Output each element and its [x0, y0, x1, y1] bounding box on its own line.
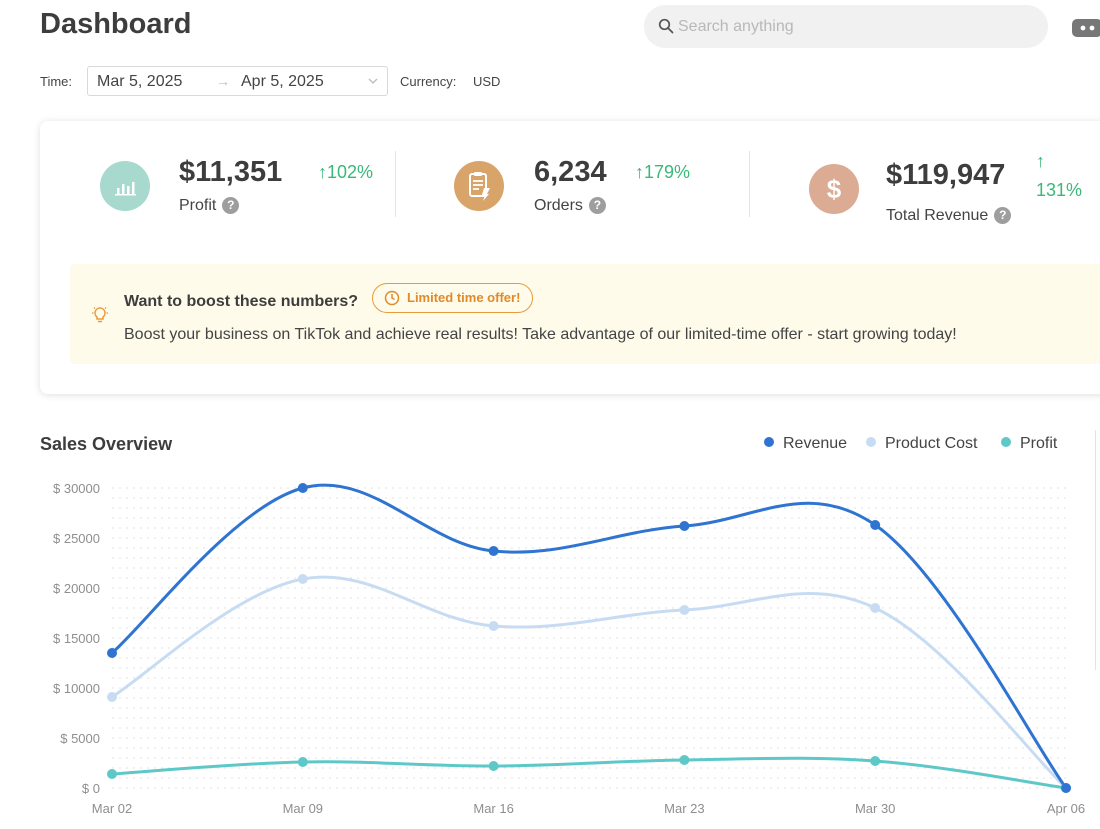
sales-overview-title: Sales Overview — [40, 434, 173, 454]
legend-dot — [764, 437, 774, 447]
page-title: Dashboard — [40, 8, 192, 40]
kpi-profit: $11,351 ↑102% Profit? — [40, 121, 395, 241]
sales-overview-chart: $ 30000 $ 25000 $ 20000 $ 15000 $ 10000 $ 500… — [53, 481, 1085, 816]
legend-dot — [1001, 437, 1011, 447]
orders-label: Orders — [534, 197, 583, 214]
currency-value[interactable]: USD — [473, 74, 501, 89]
y-tick-label: $ 15000 — [53, 631, 100, 646]
data-point-revenue — [870, 520, 881, 530]
data-point-profit — [297, 757, 308, 767]
search-input[interactable] — [678, 15, 1028, 39]
range-arrow: → — [216, 73, 230, 89]
help-icon[interactable]: ? — [588, 197, 606, 214]
y-tick-label: $ 0 — [82, 781, 100, 796]
data-point-revenue — [488, 546, 499, 556]
svg-text:$: $ — [827, 174, 842, 204]
promo-banner: Want to boost these numbers? Limited tim… — [70, 264, 1100, 364]
data-point-profit — [870, 756, 881, 766]
start-date[interactable]: Mar 5, 2025 — [97, 73, 183, 90]
series-line-revenue — [110, 483, 1068, 790]
x-tick-label: Mar 30 — [855, 801, 895, 816]
legend-revenue[interactable]: Revenue — [764, 435, 847, 453]
legend-profit[interactable]: Profit — [1001, 435, 1057, 453]
data-point-product-cost — [679, 605, 690, 615]
total-revenue-value: $119,947 — [886, 159, 1006, 191]
y-tick-label: $ 10000 — [53, 681, 100, 696]
orders-value: 6,234 — [534, 156, 607, 188]
data-point-revenue — [679, 521, 690, 531]
legend-dot — [866, 437, 876, 447]
legend-label: Product Cost — [885, 435, 978, 452]
data-point-profit — [107, 769, 117, 779]
search-icon — [658, 18, 674, 34]
kpi-total-revenue: $ $119,947 ↑ 131% Total Revenue? — [750, 121, 1100, 241]
assistant-robot-icon[interactable] — [1071, 17, 1100, 39]
limited-offer-badge[interactable]: Limited time offer! — [372, 283, 534, 313]
kpi-divider — [749, 151, 750, 217]
legend-label: Profit — [1020, 435, 1058, 452]
side-panel-edge — [1095, 430, 1100, 670]
data-point-product-cost — [297, 574, 308, 584]
promo-title: Want to boost these numbers? — [124, 293, 359, 310]
total-revenue-label: Total Revenue — [886, 207, 989, 224]
bar-chart-icon — [100, 161, 150, 211]
dollar-icon: $ — [809, 164, 859, 214]
x-tick-label: Apr 06 — [1047, 801, 1085, 816]
chevron-down-icon[interactable] — [367, 75, 379, 87]
series-line-profit — [110, 756, 1068, 790]
profit-value: $11,351 — [179, 156, 283, 188]
promo-body: Boost your business on TikTok and achiev… — [124, 326, 957, 343]
limited-offer-label: Limited time offer! — [407, 290, 521, 305]
data-point-product-cost — [870, 603, 881, 613]
y-tick-label: $ 25000 — [53, 531, 100, 546]
legend-label: Revenue — [783, 435, 848, 452]
total-revenue-change: 131% — [1036, 180, 1083, 200]
data-point-revenue — [107, 648, 117, 658]
y-tick-label: $ 30000 — [53, 481, 100, 496]
lightbulb-icon — [92, 307, 108, 323]
x-tick-label: Mar 02 — [92, 801, 132, 816]
end-date[interactable]: Apr 5, 2025 — [241, 73, 324, 90]
data-point-product-cost — [107, 692, 117, 702]
total-revenue-change-arrow: ↑ — [1036, 151, 1045, 171]
time-label: Time: — [40, 74, 73, 89]
kpi-card: $11,351 ↑102% Profit? 6,234 ↑179% Orders… — [40, 121, 1100, 394]
x-tick-label: Mar 09 — [283, 801, 323, 816]
data-point-profit — [679, 755, 690, 765]
orders-change: ↑179% — [635, 162, 691, 182]
x-tick-label: Mar 16 — [473, 801, 513, 816]
date-range-picker[interactable]: Mar 5, 2025 → Apr 5, 2025 — [87, 66, 388, 96]
kpi-orders: 6,234 ↑179% Orders? — [396, 121, 749, 241]
currency-label: Currency: — [400, 74, 457, 89]
kpi-divider — [395, 151, 396, 217]
profit-label: Profit — [179, 197, 217, 214]
profit-change: ↑102% — [318, 162, 374, 182]
filter-row: Time: Mar 5, 2025 → Apr 5, 2025 Currency… — [40, 66, 560, 96]
x-tick-label: Mar 23 — [664, 801, 704, 816]
help-icon[interactable]: ? — [222, 197, 240, 214]
legend-product-cost[interactable]: Product Cost — [866, 435, 977, 453]
data-point-revenue — [1061, 783, 1071, 793]
y-tick-label: $ 20000 — [53, 581, 100, 596]
search-bar[interactable] — [644, 5, 1048, 48]
clipboard-icon — [454, 161, 504, 211]
data-point-profit — [488, 761, 499, 771]
y-tick-label: $ 5000 — [60, 731, 100, 746]
data-point-product-cost — [488, 621, 499, 631]
help-icon[interactable]: ? — [994, 207, 1012, 224]
data-point-revenue — [297, 483, 308, 493]
clock-icon — [384, 290, 400, 306]
series-line-product-cost — [110, 575, 1068, 790]
